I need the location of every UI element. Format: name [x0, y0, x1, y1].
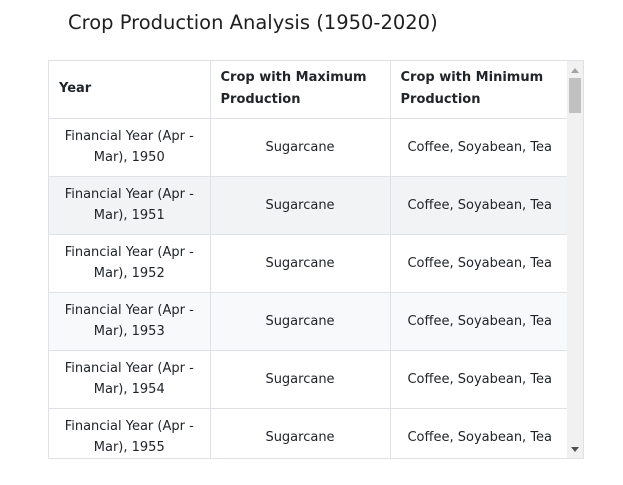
cell-max-crop: Sugarcane — [210, 176, 391, 235]
table-row: Financial Year (Apr - Mar), 1952 Sugarca… — [49, 234, 569, 293]
column-header-year: Year — [49, 61, 211, 119]
table-header-row: Year Crop with Maximum Production Crop w… — [49, 61, 569, 119]
cell-year: Financial Year (Apr - Mar), 1955 — [49, 408, 211, 458]
cell-max-crop: Sugarcane — [210, 118, 391, 177]
table-row: Financial Year (Apr - Mar), 1951 Sugarca… — [49, 176, 569, 235]
scroll-down-icon[interactable] — [567, 442, 583, 456]
cell-year: Financial Year (Apr - Mar), 1954 — [49, 350, 211, 409]
cell-max-crop: Sugarcane — [210, 408, 391, 458]
cell-max-crop: Sugarcane — [210, 234, 391, 293]
table-row: Financial Year (Apr - Mar), 1954 Sugarca… — [49, 350, 569, 409]
cell-min-crop: Coffee, Soyabean, Tea — [390, 234, 569, 293]
cell-year: Financial Year (Apr - Mar), 1953 — [49, 292, 211, 351]
table-row: Financial Year (Apr - Mar), 1950 Sugarca… — [49, 118, 569, 177]
column-header-min-crop: Crop with Minimum Production — [390, 61, 569, 119]
cell-min-crop: Coffee, Soyabean, Tea — [390, 118, 569, 177]
cell-min-crop: Coffee, Soyabean, Tea — [390, 176, 569, 235]
column-header-max-crop: Crop with Maximum Production — [210, 61, 391, 119]
cell-year: Financial Year (Apr - Mar), 1951 — [49, 176, 211, 235]
page-title: Crop Production Analysis (1950-2020) — [68, 11, 438, 34]
crop-table: Year Crop with Maximum Production Crop w… — [49, 61, 569, 458]
table-scroll-area[interactable]: Year Crop with Maximum Production Crop w… — [49, 61, 569, 458]
cell-min-crop: Coffee, Soyabean, Tea — [390, 350, 569, 409]
vertical-scrollbar[interactable] — [567, 61, 583, 458]
cell-year: Financial Year (Apr - Mar), 1950 — [49, 118, 211, 177]
scrollbar-thumb[interactable] — [569, 78, 581, 113]
table-row: Financial Year (Apr - Mar), 1953 Sugarca… — [49, 292, 569, 351]
table-container[interactable]: Year Crop with Maximum Production Crop w… — [48, 60, 584, 459]
cell-max-crop: Sugarcane — [210, 292, 391, 351]
cell-max-crop: Sugarcane — [210, 350, 391, 409]
scroll-up-icon[interactable] — [567, 63, 583, 77]
cell-min-crop: Coffee, Soyabean, Tea — [390, 292, 569, 351]
cell-year: Financial Year (Apr - Mar), 1952 — [49, 234, 211, 293]
table-row: Financial Year (Apr - Mar), 1955 Sugarca… — [49, 408, 569, 458]
cell-min-crop: Coffee, Soyabean, Tea — [390, 408, 569, 458]
